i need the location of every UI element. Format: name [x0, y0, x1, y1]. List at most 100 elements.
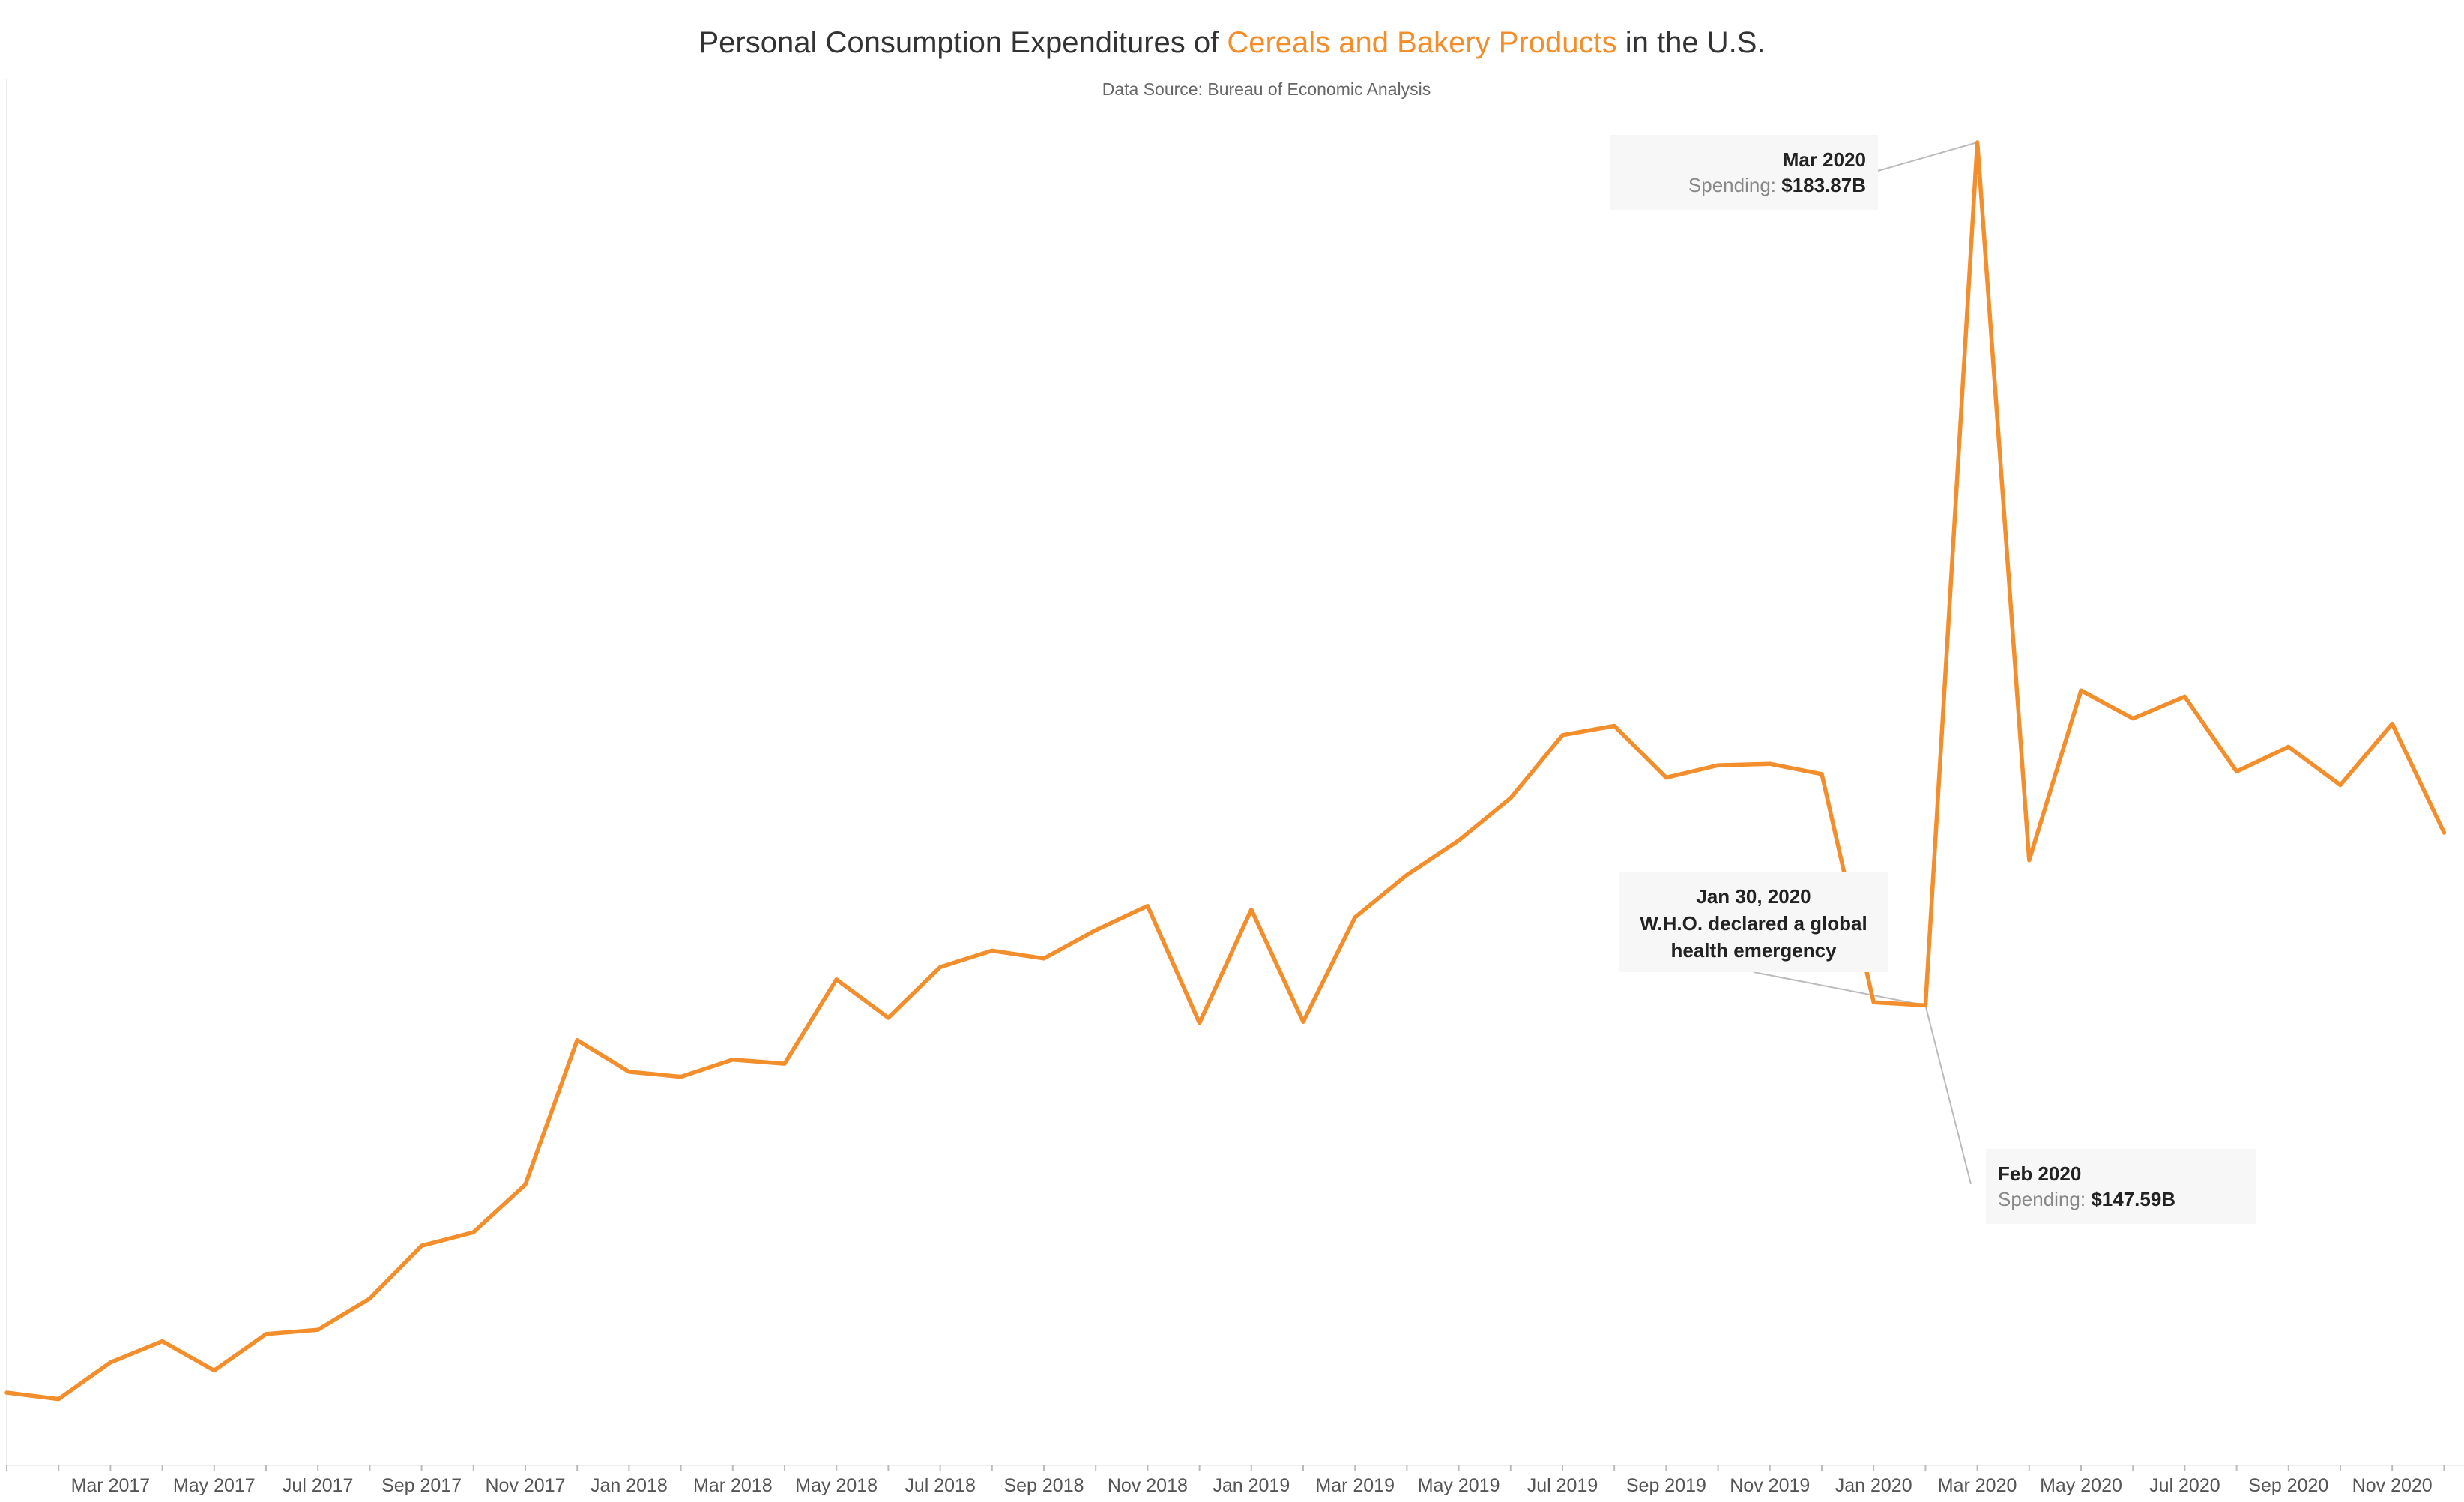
annotation-box-who: [1619, 872, 1888, 972]
data-point-may-2019: [1457, 838, 1461, 842]
annotation-label: Spending:: [1688, 174, 1781, 196]
annotation-box-feb: [1986, 1149, 2256, 1224]
annotation-value: Feb 2020: [1998, 1162, 2081, 1185]
data-point-mar-2020: [1975, 140, 1980, 145]
x-tick-label-mar-2020: Mar 2020: [1938, 1475, 2017, 1496]
annotation-leader-feb: [1924, 1005, 1972, 1185]
data-point-may-2020: [2079, 688, 2083, 693]
data-point-nov-2017: [523, 1183, 528, 1187]
chart-subtitle: Data Source: Bureau of Economic Analysis: [1102, 79, 1431, 99]
annotation-who: Jan 30, 2020 W.H.O. declared a global heal…: [1619, 872, 1888, 972]
data-point-oct-2019: [1716, 763, 1721, 767]
data-point-jan-2019: [1249, 907, 1254, 911]
chart-title-prefix: Personal Consumption Expenditures of: [699, 26, 1228, 59]
data-point-nov-2020: [2390, 722, 2394, 726]
x-tick-label-nov-2019: Nov 2019: [1730, 1475, 1810, 1496]
x-tick-label-jan-2018: Jan 2018: [591, 1475, 668, 1496]
x-tick-label-jan-2019: Jan 2019: [1213, 1475, 1290, 1496]
annotation-who-line-3: health emergency: [1670, 939, 1837, 962]
data-point-mar-2019: [1353, 915, 1357, 920]
x-tick-label-may-2017: May 2017: [173, 1475, 256, 1496]
data-point-jan-2020: [1871, 1000, 1876, 1004]
x-tick-label-jan-2020: Jan 2020: [1835, 1475, 1912, 1496]
x-tick-label-jul-2019: Jul 2019: [1527, 1475, 1598, 1496]
x-axis-tick-labels: Mar 2017 May 2017 Jul 2017 Sep 2017 Nov 2017…: [71, 1475, 2433, 1496]
data-point-jan-2017: [4, 1390, 9, 1395]
data-point-jul-2020: [2182, 694, 2187, 699]
x-tick-label-sep-2018: Sep 2018: [1003, 1475, 1084, 1496]
data-point-jan-2018: [626, 1070, 631, 1074]
x-tick-label-nov-2018: Nov 2018: [1108, 1475, 1188, 1496]
annotation-value: $183.87B: [1781, 174, 1866, 196]
data-point-oct-2018: [1093, 928, 1098, 932]
x-tick-label-may-2018: May 2018: [795, 1475, 878, 1496]
data-point-jun-2020: [2131, 717, 2135, 721]
data-point-jul-2019: [1560, 733, 1565, 738]
annotation-peak-line-2: Spending: $183.87B: [1688, 174, 1866, 196]
chart-title: Personal Consumption Expenditures of Cer…: [699, 26, 1766, 59]
data-point-dec-2019: [1820, 772, 1824, 776]
data-point-sep-2019: [1664, 776, 1668, 780]
data-point-nov-2019: [1768, 761, 1772, 766]
data-point-aug-2018: [990, 948, 994, 953]
data-point-oct-2020: [2338, 782, 2343, 787]
data-point-sep-2018: [1042, 956, 1046, 961]
data-point-dec-2018: [1198, 1021, 1202, 1025]
annotation-value: $147.59B: [2091, 1188, 2175, 1210]
data-point-apr-2020: [2027, 858, 2032, 863]
x-tick-label-may-2020: May 2020: [2040, 1475, 2122, 1496]
x-tick-label-mar-2019: Mar 2019: [1315, 1475, 1395, 1496]
data-point-feb-2020: [1923, 1003, 1927, 1007]
data-point-apr-2018: [782, 1061, 787, 1066]
annotation-value: W.H.O. declared a global: [1640, 912, 1867, 935]
data-point-apr-2019: [1404, 872, 1409, 877]
data-point-sep-2020: [2286, 744, 2291, 749]
data-point-dec-2020: [2442, 830, 2446, 835]
data-point-oct-2017: [471, 1230, 476, 1234]
annotation-leader-peak: [1877, 142, 1978, 172]
data-point-may-2017: [212, 1368, 217, 1372]
data-point-jun-2019: [1509, 796, 1513, 800]
x-tick-label-mar-2018: Mar 2018: [693, 1475, 773, 1496]
annotation-who-line-2: W.H.O. declared a global: [1640, 912, 1867, 935]
data-point-feb-2018: [679, 1075, 683, 1079]
x-tick-label-may-2019: May 2019: [1418, 1475, 1500, 1496]
data-point-mar-2018: [731, 1058, 735, 1062]
x-tick-label-jul-2020: Jul 2020: [2149, 1475, 2220, 1496]
data-point-apr-2017: [160, 1339, 165, 1343]
x-tick-label-nov-2020: Nov 2020: [2352, 1475, 2433, 1496]
annotation-label: Spending:: [1998, 1188, 2091, 1210]
data-point-dec-2017: [575, 1038, 579, 1043]
x-tick-label-sep-2017: Sep 2017: [381, 1475, 462, 1496]
x-tick-label-jul-2017: Jul 2017: [283, 1475, 354, 1496]
data-point-jul-2017: [315, 1327, 320, 1332]
annotation-value: Jan 30, 2020: [1696, 885, 1811, 908]
data-point-jul-2018: [938, 965, 943, 969]
data-point-jun-2018: [886, 1016, 890, 1020]
x-tick-label-nov-2017: Nov 2017: [485, 1475, 565, 1496]
annotation-leader-who: [1753, 971, 1926, 1007]
data-point-aug-2020: [2235, 769, 2239, 773]
annotation-feb-line-2: Spending: $147.59B: [1998, 1188, 2175, 1210]
annotation-value: health emergency: [1670, 939, 1837, 962]
data-point-feb-2019: [1301, 1019, 1305, 1024]
x-axis-ticks: [6, 1465, 2445, 1471]
x-tick-label-sep-2019: Sep 2019: [1626, 1475, 1706, 1496]
chart-title-suffix: in the U.S.: [1617, 26, 1766, 59]
annotation-who-line-1: Jan 30, 2020: [1696, 885, 1811, 908]
data-point-may-2018: [834, 977, 839, 982]
x-tick-label-sep-2020: Sep 2020: [2248, 1475, 2328, 1496]
data-point-sep-2017: [420, 1243, 424, 1248]
chart-title-highlight: Cereals and Bakery Products: [1227, 26, 1616, 59]
x-tick-label-jul-2018: Jul 2018: [905, 1475, 976, 1496]
data-point-aug-2017: [367, 1297, 372, 1301]
data-point-aug-2019: [1612, 723, 1616, 728]
annotation-leaders: [1753, 142, 1978, 1185]
annotation-peak-line-1: Mar 2020: [1783, 148, 1866, 171]
data-point-jun-2017: [264, 1332, 268, 1336]
annotation-value: Mar 2020: [1783, 148, 1866, 171]
data-point-nov-2018: [1145, 904, 1150, 908]
